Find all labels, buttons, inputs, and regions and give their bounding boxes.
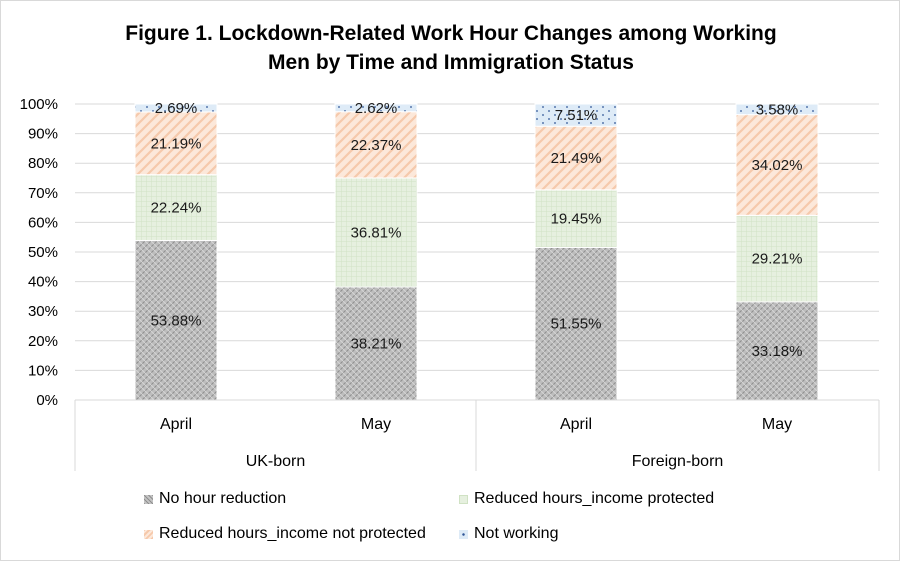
bar-segment-reduced-hours-income-not-protected (735, 114, 819, 216)
x-group-label: UK-born (246, 453, 306, 470)
x-category-label: April (160, 416, 192, 433)
y-tick-label: 100% (20, 96, 58, 113)
y-tick-label: 20% (28, 333, 58, 350)
data-label-not-working: 3.58% (756, 101, 799, 118)
x-category-label: April (560, 416, 592, 433)
y-tick-label: 80% (28, 155, 58, 172)
x-category-label: May (762, 416, 792, 433)
bar-segment-not-working (735, 103, 819, 116)
chart-title-line-1: Figure 1. Lockdown-Related Work Hour Cha… (125, 22, 777, 45)
data-labels: 53.88% 22.24% 21.19% 2.69% 38.21% 36.81% 22.37… (151, 100, 803, 360)
chart-title: Figure 1. Lockdown-Related Work Hour Cha… (1, 19, 901, 77)
y-tick-label: 60% (28, 214, 58, 231)
data-label-reduced-hours-income-protected: 19.45% (551, 211, 602, 228)
bar-segment-no-hour-reduction (334, 286, 418, 401)
y-tick-label: 30% (28, 303, 58, 320)
bar-segment-not-working (534, 103, 618, 127)
bar-segment-reduced-hours-income-not-protected (134, 111, 218, 176)
data-label-reduced-hours-income-protected: 29.21% (752, 251, 803, 268)
data-label-reduced-hours-income-not-protected: 22.37% (351, 137, 402, 154)
bar-segment-no-hour-reduction (534, 246, 618, 401)
x-category-label: May (361, 416, 391, 433)
y-axis-ticks: 0% 10% 20% 30% 40% 50% 60% 70% 80% 90% 100% (20, 96, 58, 409)
data-label-reduced-hours-income-not-protected: 21.19% (151, 135, 202, 152)
data-label-reduced-hours-income-protected: 36.81% (351, 224, 402, 241)
data-label-no-hour-reduction: 33.18% (752, 343, 803, 360)
y-tick-label: 50% (28, 244, 58, 261)
bar-segment-reduced-hours-income-protected (735, 214, 819, 303)
x-group-label: Foreign-born (632, 453, 724, 470)
data-label-reduced-hours-income-not-protected: 21.49% (551, 150, 602, 167)
bar-segment-reduced-hours-income-protected (534, 189, 618, 248)
data-label-not-working: 7.51% (555, 107, 598, 124)
data-label-no-hour-reduction: 51.55% (551, 316, 602, 333)
data-label-no-hour-reduction: 53.88% (151, 312, 202, 329)
data-label-reduced-hours-income-not-protected: 34.02% (752, 157, 803, 174)
data-label-not-working: 2.69% (155, 100, 198, 117)
x-axis: April May April May UK-born Foreign-born (74, 399, 880, 471)
bar-segment-not-working (134, 103, 218, 113)
data-label-reduced-hours-income-protected: 22.24% (151, 200, 202, 217)
y-tick-label: 40% (28, 274, 58, 291)
bar-segment-no-hour-reduction (735, 301, 819, 401)
bars (134, 103, 819, 401)
y-tick-label: 90% (28, 126, 58, 143)
bar-segment-reduced-hours-income-protected (334, 177, 418, 288)
bar-segment-not-working (334, 103, 418, 113)
bar-segment-no-hour-reduction (134, 240, 218, 401)
y-tick-label: 0% (36, 392, 58, 409)
y-tick-label: 70% (28, 185, 58, 202)
data-label-not-working: 2.62% (355, 100, 398, 117)
bar-segment-reduced-hours-income-not-protected (334, 111, 418, 179)
bar-segment-reduced-hours-income-protected (134, 174, 218, 242)
chart-title-line-2: Men by Time and Immigration Status (267, 51, 634, 74)
y-tick-label: 10% (28, 362, 58, 379)
data-label-no-hour-reduction: 38.21% (351, 335, 402, 352)
